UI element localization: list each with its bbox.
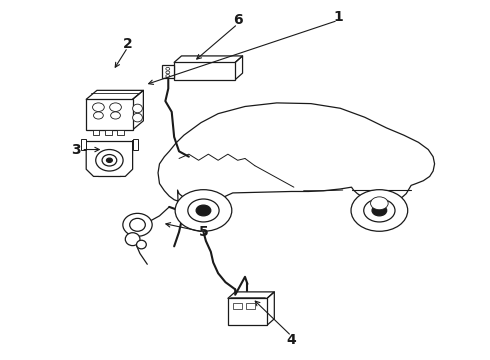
Bar (228, 298, 267, 325)
Bar (133, 139, 138, 149)
Bar (118, 130, 124, 135)
Ellipse shape (166, 71, 170, 74)
Text: 4: 4 (287, 333, 296, 347)
Ellipse shape (188, 199, 219, 222)
Ellipse shape (130, 219, 146, 231)
Ellipse shape (93, 103, 104, 112)
Ellipse shape (133, 104, 143, 113)
Ellipse shape (96, 149, 123, 171)
Text: 3: 3 (72, 143, 81, 157)
Bar (174, 62, 235, 80)
Ellipse shape (94, 112, 103, 119)
Ellipse shape (137, 240, 147, 249)
Text: 5: 5 (198, 225, 208, 239)
Ellipse shape (351, 190, 408, 231)
Ellipse shape (364, 199, 395, 222)
Text: 1: 1 (333, 10, 343, 24)
Ellipse shape (196, 205, 211, 216)
Ellipse shape (372, 205, 387, 216)
Bar (86, 99, 133, 130)
Ellipse shape (166, 67, 170, 70)
Bar (233, 303, 242, 309)
Ellipse shape (102, 154, 117, 166)
Bar (105, 130, 112, 135)
Bar (81, 139, 86, 149)
Text: 6: 6 (233, 13, 243, 27)
Bar (162, 65, 174, 78)
Ellipse shape (166, 75, 170, 77)
Bar (93, 130, 99, 135)
Ellipse shape (125, 233, 140, 246)
Text: 2: 2 (123, 37, 133, 51)
Bar (246, 303, 255, 309)
Ellipse shape (370, 197, 388, 210)
Ellipse shape (175, 190, 232, 231)
Ellipse shape (106, 158, 112, 162)
Ellipse shape (123, 213, 152, 236)
Ellipse shape (110, 103, 122, 112)
Ellipse shape (133, 113, 143, 122)
Ellipse shape (111, 112, 121, 119)
